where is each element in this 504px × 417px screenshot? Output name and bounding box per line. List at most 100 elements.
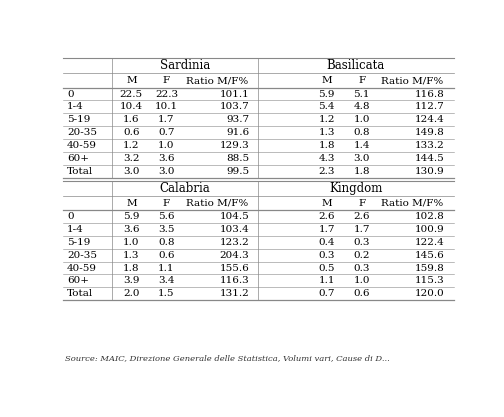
Text: Total: Total (67, 166, 93, 176)
Text: 3.9: 3.9 (123, 276, 140, 285)
Text: 1.0: 1.0 (123, 238, 140, 247)
Text: 91.6: 91.6 (226, 128, 249, 137)
Text: 99.5: 99.5 (226, 166, 249, 176)
Text: 1.7: 1.7 (354, 225, 370, 234)
Text: 93.7: 93.7 (226, 115, 249, 124)
Text: 1.1: 1.1 (158, 264, 175, 273)
Text: Source: MAIC, Direzione Generale delle Statistica, Volumi vari, Cause di D...: Source: MAIC, Direzione Generale delle S… (65, 354, 390, 362)
Text: 5.9: 5.9 (319, 90, 335, 98)
Text: 2.3: 2.3 (319, 166, 335, 176)
Text: 1.2: 1.2 (319, 115, 335, 124)
Text: 123.2: 123.2 (220, 238, 249, 247)
Text: 1.3: 1.3 (123, 251, 140, 260)
Text: Total: Total (67, 289, 93, 298)
Text: 22.5: 22.5 (120, 90, 143, 98)
Text: Calabria: Calabria (160, 182, 211, 195)
Text: 1.8: 1.8 (123, 264, 140, 273)
Text: 1.8: 1.8 (319, 141, 335, 150)
Text: 1.5: 1.5 (158, 289, 175, 298)
Text: 1.0: 1.0 (354, 276, 370, 285)
Text: 88.5: 88.5 (226, 154, 249, 163)
Text: 0.6: 0.6 (123, 128, 140, 137)
Text: 10.1: 10.1 (155, 102, 178, 111)
Text: Ratio M/F%: Ratio M/F% (186, 198, 248, 208)
Text: 155.6: 155.6 (220, 264, 249, 273)
Text: 1.0: 1.0 (354, 115, 370, 124)
Text: 1.7: 1.7 (319, 225, 335, 234)
Text: 103.7: 103.7 (220, 102, 249, 111)
Text: 2.6: 2.6 (354, 212, 370, 221)
Text: 129.3: 129.3 (220, 141, 249, 150)
Text: 0.8: 0.8 (158, 238, 175, 247)
Text: 1-4: 1-4 (67, 225, 84, 234)
Text: 122.4: 122.4 (415, 238, 445, 247)
Text: 1.2: 1.2 (123, 141, 140, 150)
Text: 204.3: 204.3 (220, 251, 249, 260)
Text: 131.2: 131.2 (220, 289, 249, 298)
Text: Ratio M/F%: Ratio M/F% (382, 198, 444, 208)
Text: F: F (358, 198, 365, 208)
Text: 3.4: 3.4 (158, 276, 175, 285)
Text: 3.0: 3.0 (123, 166, 140, 176)
Text: 3.0: 3.0 (354, 154, 370, 163)
Text: 3.5: 3.5 (158, 225, 175, 234)
Text: Sardinia: Sardinia (160, 59, 210, 72)
Text: 102.8: 102.8 (415, 212, 445, 221)
Text: 3.6: 3.6 (123, 225, 140, 234)
Text: 1.7: 1.7 (158, 115, 175, 124)
Text: 144.5: 144.5 (415, 154, 445, 163)
Text: 0.6: 0.6 (158, 251, 175, 260)
Text: 22.3: 22.3 (155, 90, 178, 98)
Text: 3.0: 3.0 (158, 166, 175, 176)
Text: 1.8: 1.8 (354, 166, 370, 176)
Text: 1-4: 1-4 (67, 102, 84, 111)
Text: 4.8: 4.8 (354, 102, 370, 111)
Text: 103.4: 103.4 (220, 225, 249, 234)
Text: 0: 0 (67, 90, 74, 98)
Text: 0.2: 0.2 (354, 251, 370, 260)
Text: 1.1: 1.1 (319, 276, 335, 285)
Text: 5.4: 5.4 (319, 102, 335, 111)
Text: 5-19: 5-19 (67, 115, 90, 124)
Text: F: F (163, 76, 170, 85)
Text: 5.9: 5.9 (123, 212, 140, 221)
Text: 0.3: 0.3 (354, 238, 370, 247)
Text: 2.6: 2.6 (319, 212, 335, 221)
Text: 124.4: 124.4 (415, 115, 445, 124)
Text: 112.7: 112.7 (415, 102, 445, 111)
Text: 40-59: 40-59 (67, 141, 97, 150)
Text: 10.4: 10.4 (120, 102, 143, 111)
Text: 20-35: 20-35 (67, 128, 97, 137)
Text: 40-59: 40-59 (67, 264, 97, 273)
Text: M: M (322, 76, 332, 85)
Text: 60+: 60+ (67, 276, 89, 285)
Text: 116.8: 116.8 (415, 90, 445, 98)
Text: 60+: 60+ (67, 154, 89, 163)
Text: 3.2: 3.2 (123, 154, 140, 163)
Text: 100.9: 100.9 (415, 225, 445, 234)
Text: 104.5: 104.5 (220, 212, 249, 221)
Text: 0.3: 0.3 (354, 264, 370, 273)
Text: 101.1: 101.1 (220, 90, 249, 98)
Text: 130.9: 130.9 (415, 166, 445, 176)
Text: 0: 0 (67, 212, 74, 221)
Text: 0.6: 0.6 (354, 289, 370, 298)
Text: Basilicata: Basilicata (327, 59, 385, 72)
Text: 115.3: 115.3 (415, 276, 445, 285)
Text: F: F (358, 76, 365, 85)
Text: 1.0: 1.0 (158, 141, 175, 150)
Text: 5-19: 5-19 (67, 238, 90, 247)
Text: 5.6: 5.6 (158, 212, 175, 221)
Text: F: F (163, 198, 170, 208)
Text: Ratio M/F%: Ratio M/F% (382, 76, 444, 85)
Text: 0.3: 0.3 (319, 251, 335, 260)
Text: M: M (322, 198, 332, 208)
Text: 149.8: 149.8 (415, 128, 445, 137)
Text: 159.8: 159.8 (415, 264, 445, 273)
Text: 133.2: 133.2 (415, 141, 445, 150)
Text: 116.3: 116.3 (220, 276, 249, 285)
Text: 1.3: 1.3 (319, 128, 335, 137)
Text: 120.0: 120.0 (415, 289, 445, 298)
Text: 1.4: 1.4 (354, 141, 370, 150)
Text: 20-35: 20-35 (67, 251, 97, 260)
